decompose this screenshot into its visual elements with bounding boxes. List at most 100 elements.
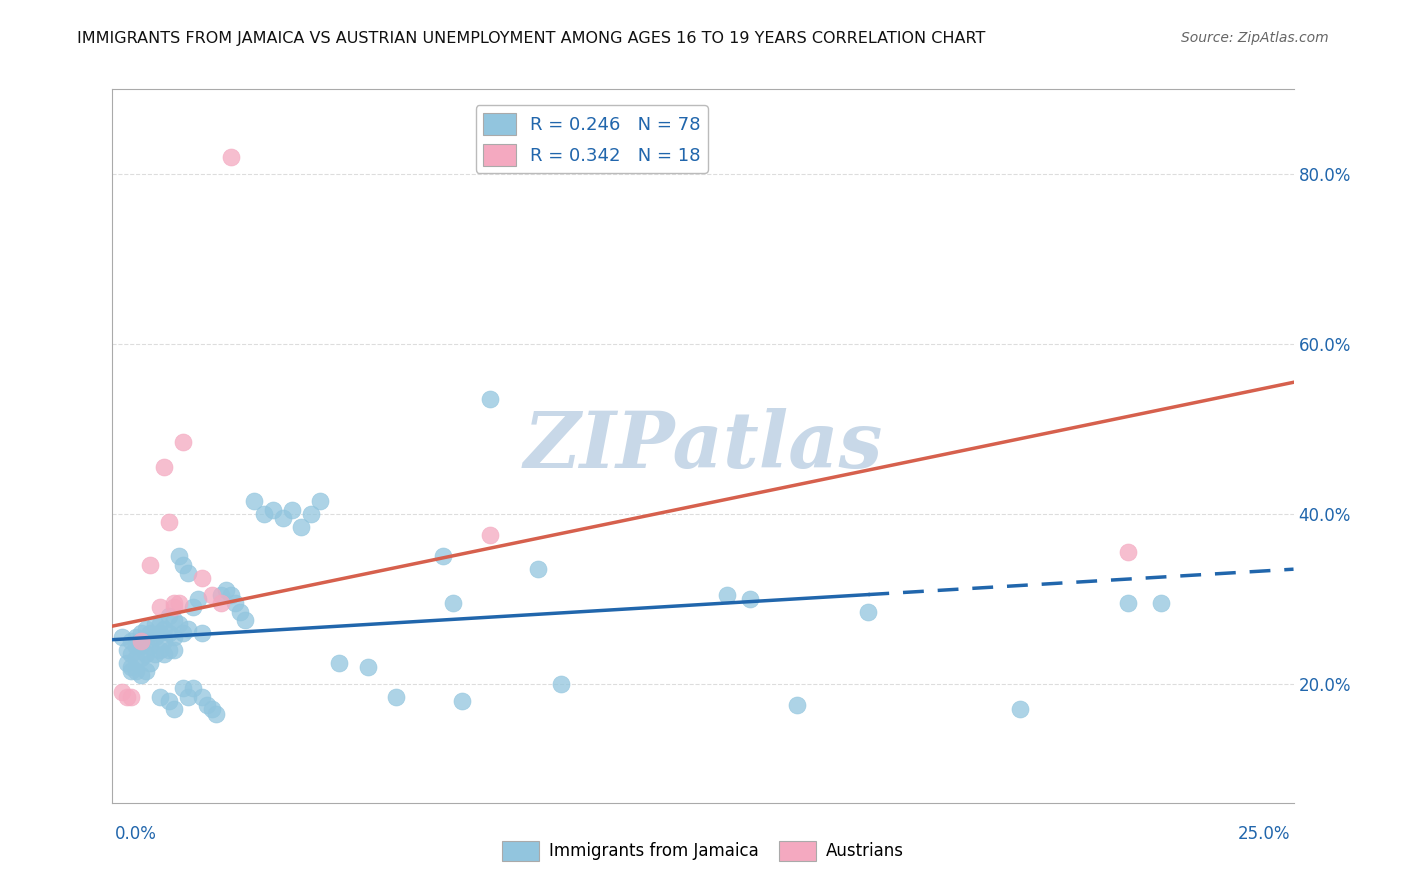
Point bbox=[167, 617, 190, 632]
Point bbox=[153, 634, 176, 648]
Point bbox=[125, 639, 148, 653]
Point bbox=[262, 502, 284, 516]
Point bbox=[163, 596, 186, 610]
Point bbox=[167, 549, 190, 564]
Point bbox=[243, 494, 266, 508]
Point bbox=[385, 690, 408, 704]
Point bbox=[233, 613, 256, 627]
Point bbox=[149, 643, 172, 657]
Point bbox=[858, 605, 880, 619]
Point bbox=[143, 617, 166, 632]
Point bbox=[111, 630, 134, 644]
Point bbox=[219, 588, 242, 602]
Point bbox=[135, 647, 157, 661]
Point bbox=[125, 651, 148, 665]
Point bbox=[181, 681, 204, 695]
Point bbox=[191, 626, 214, 640]
Point bbox=[479, 528, 502, 542]
Text: ZIPatlas: ZIPatlas bbox=[523, 408, 883, 484]
Point bbox=[163, 600, 186, 615]
Point bbox=[172, 558, 194, 572]
Point bbox=[149, 617, 172, 632]
Point bbox=[550, 677, 572, 691]
Point bbox=[120, 647, 142, 661]
Point bbox=[177, 690, 200, 704]
Point bbox=[163, 702, 186, 716]
Point bbox=[1116, 596, 1139, 610]
Point bbox=[229, 605, 252, 619]
Point bbox=[1150, 596, 1173, 610]
Point bbox=[356, 660, 378, 674]
Point bbox=[209, 596, 232, 610]
Point bbox=[253, 507, 276, 521]
Point bbox=[740, 591, 762, 606]
Point bbox=[120, 664, 142, 678]
Point bbox=[139, 656, 162, 670]
Point bbox=[716, 588, 738, 602]
Point bbox=[191, 571, 214, 585]
Point bbox=[195, 698, 218, 712]
Point bbox=[153, 460, 176, 475]
Point bbox=[163, 643, 186, 657]
Point bbox=[157, 626, 180, 640]
Point bbox=[163, 630, 186, 644]
Point bbox=[205, 706, 228, 721]
Point bbox=[129, 626, 152, 640]
Point bbox=[120, 690, 142, 704]
Point bbox=[224, 596, 246, 610]
Point bbox=[135, 622, 157, 636]
Legend: Immigrants from Jamaica, Austrians: Immigrants from Jamaica, Austrians bbox=[496, 834, 910, 868]
Point bbox=[115, 656, 138, 670]
Point bbox=[149, 690, 172, 704]
Point bbox=[167, 596, 190, 610]
Point bbox=[526, 562, 548, 576]
Point bbox=[139, 626, 162, 640]
Point bbox=[143, 630, 166, 644]
Point bbox=[157, 643, 180, 657]
Text: Source: ZipAtlas.com: Source: ZipAtlas.com bbox=[1181, 31, 1329, 45]
Point bbox=[290, 519, 312, 533]
Text: IMMIGRANTS FROM JAMAICA VS AUSTRIAN UNEMPLOYMENT AMONG AGES 16 TO 19 YEARS CORRE: IMMIGRANTS FROM JAMAICA VS AUSTRIAN UNEM… bbox=[77, 31, 986, 46]
Legend: R = 0.246   N = 78, R = 0.342   N = 18: R = 0.246 N = 78, R = 0.342 N = 18 bbox=[475, 105, 707, 173]
Point bbox=[129, 668, 152, 682]
Point bbox=[172, 434, 194, 449]
Point bbox=[129, 651, 152, 665]
Point bbox=[129, 639, 152, 653]
Point bbox=[125, 664, 148, 678]
Point bbox=[157, 516, 180, 530]
Point bbox=[1008, 702, 1031, 716]
Point bbox=[120, 660, 142, 674]
Point bbox=[281, 502, 304, 516]
Point bbox=[209, 588, 232, 602]
Point bbox=[1116, 545, 1139, 559]
Point bbox=[129, 634, 152, 648]
Point bbox=[299, 507, 322, 521]
Point bbox=[149, 600, 172, 615]
Point bbox=[786, 698, 808, 712]
Point bbox=[328, 656, 350, 670]
Point bbox=[139, 639, 162, 653]
Point bbox=[181, 600, 204, 615]
Point bbox=[177, 566, 200, 581]
Point bbox=[172, 626, 194, 640]
Point bbox=[157, 694, 180, 708]
Point bbox=[153, 622, 176, 636]
Point bbox=[149, 626, 172, 640]
Point bbox=[215, 583, 238, 598]
Point bbox=[177, 622, 200, 636]
Point bbox=[125, 630, 148, 644]
Point bbox=[163, 613, 186, 627]
Point bbox=[441, 596, 464, 610]
Point bbox=[451, 694, 474, 708]
Point bbox=[432, 549, 454, 564]
Text: 25.0%: 25.0% bbox=[1239, 825, 1291, 843]
Point bbox=[309, 494, 332, 508]
Point bbox=[172, 681, 194, 695]
Text: 0.0%: 0.0% bbox=[115, 825, 157, 843]
Point bbox=[115, 643, 138, 657]
Point bbox=[271, 511, 294, 525]
Point bbox=[135, 664, 157, 678]
Point bbox=[186, 591, 208, 606]
Point bbox=[153, 647, 176, 661]
Point bbox=[479, 392, 502, 407]
